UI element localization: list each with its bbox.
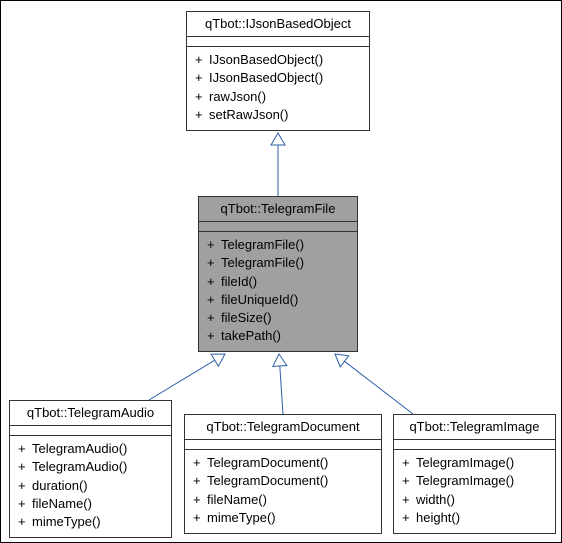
class-title: qTbot::TelegramImage — [394, 415, 555, 440]
method-signature: TelegramFile() — [221, 255, 304, 270]
method-signature: IJsonBasedObject() — [209, 70, 323, 85]
uml-diagram: qTbot::IJsonBasedObject+IJsonBasedObject… — [1, 1, 561, 542]
visibility: + — [195, 88, 209, 106]
method-row: +fileName() — [18, 495, 163, 513]
method-row: +fileSize() — [207, 309, 349, 327]
visibility: + — [18, 458, 32, 476]
visibility: + — [402, 472, 416, 490]
method-row: +TelegramImage() — [402, 472, 547, 490]
visibility: + — [193, 472, 207, 490]
visibility: + — [195, 69, 209, 87]
method-row: +TelegramDocument() — [193, 454, 373, 472]
class-attributes-empty — [185, 440, 381, 450]
method-signature: TelegramDocument() — [207, 455, 328, 470]
method-row: +takePath() — [207, 327, 349, 345]
method-signature: duration() — [32, 478, 88, 493]
method-signature: mimeType() — [32, 514, 101, 529]
method-signature: fileId() — [221, 274, 257, 289]
method-row: +TelegramDocument() — [193, 472, 373, 490]
visibility: + — [207, 327, 221, 345]
class-attributes-empty — [394, 440, 555, 450]
class-box-taudio: qTbot::TelegramAudio+TelegramAudio()+Tel… — [9, 400, 172, 538]
class-attributes-empty — [199, 222, 357, 232]
method-row: +rawJson() — [195, 88, 361, 106]
method-signature: TelegramImage() — [416, 455, 514, 470]
visibility: + — [18, 477, 32, 495]
method-row: +mimeType() — [18, 513, 163, 531]
visibility: + — [207, 291, 221, 309]
method-signature: fileUniqueId() — [221, 292, 298, 307]
method-row: +fileId() — [207, 273, 349, 291]
visibility: + — [193, 454, 207, 472]
class-title: qTbot::TelegramFile — [199, 197, 357, 222]
method-signature: TelegramDocument() — [207, 473, 328, 488]
method-row: +TelegramFile() — [207, 254, 349, 272]
class-box-timg: qTbot::TelegramImage+TelegramImage()+Tel… — [393, 414, 556, 534]
method-row: +height() — [402, 509, 547, 527]
method-row: +TelegramAudio() — [18, 458, 163, 476]
class-title: qTbot::TelegramDocument — [185, 415, 381, 440]
visibility: + — [18, 495, 32, 513]
class-methods: +TelegramImage()+TelegramImage()+width()… — [394, 450, 555, 533]
method-row: +IJsonBasedObject() — [195, 51, 361, 69]
class-methods: +IJsonBasedObject()+IJsonBasedObject()+r… — [187, 47, 369, 130]
visibility: + — [18, 513, 32, 531]
visibility: + — [207, 273, 221, 291]
method-row: +mimeType() — [193, 509, 373, 527]
visibility: + — [193, 491, 207, 509]
class-methods: +TelegramDocument()+TelegramDocument()+f… — [185, 450, 381, 533]
method-signature: TelegramImage() — [416, 473, 514, 488]
visibility: + — [207, 236, 221, 254]
class-methods: +TelegramAudio()+TelegramAudio()+duratio… — [10, 436, 171, 537]
method-signature: fileName() — [32, 496, 92, 511]
method-row: +fileUniqueId() — [207, 291, 349, 309]
method-row: +TelegramImage() — [402, 454, 547, 472]
class-title: qTbot::TelegramAudio — [10, 401, 171, 426]
class-box-tdoc: qTbot::TelegramDocument+TelegramDocument… — [184, 414, 382, 534]
method-signature: TelegramFile() — [221, 237, 304, 252]
method-signature: fileName() — [207, 492, 267, 507]
visibility: + — [402, 509, 416, 527]
method-signature: height() — [416, 510, 460, 525]
method-signature: IJsonBasedObject() — [209, 52, 323, 67]
method-signature: rawJson() — [209, 89, 266, 104]
method-signature: width() — [416, 492, 455, 507]
method-row: +IJsonBasedObject() — [195, 69, 361, 87]
visibility: + — [207, 254, 221, 272]
visibility: + — [195, 51, 209, 69]
class-methods: +TelegramFile()+TelegramFile()+fileId()+… — [199, 232, 357, 351]
class-attributes-empty — [187, 37, 369, 47]
method-signature: TelegramAudio() — [32, 459, 127, 474]
method-row: +duration() — [18, 477, 163, 495]
visibility: + — [402, 491, 416, 509]
method-row: +TelegramFile() — [207, 236, 349, 254]
visibility: + — [195, 106, 209, 124]
visibility: + — [207, 309, 221, 327]
method-signature: fileSize() — [221, 310, 272, 325]
visibility: + — [18, 440, 32, 458]
method-signature: takePath() — [221, 328, 281, 343]
method-row: +fileName() — [193, 491, 373, 509]
method-signature: mimeType() — [207, 510, 276, 525]
method-row: +setRawJson() — [195, 106, 361, 124]
class-box-tfile: qTbot::TelegramFile+TelegramFile()+Teleg… — [198, 196, 358, 352]
visibility: + — [402, 454, 416, 472]
class-title: qTbot::IJsonBasedObject — [187, 12, 369, 37]
method-row: +width() — [402, 491, 547, 509]
method-row: +TelegramAudio() — [18, 440, 163, 458]
method-signature: setRawJson() — [209, 107, 288, 122]
class-attributes-empty — [10, 426, 171, 436]
method-signature: TelegramAudio() — [32, 441, 127, 456]
visibility: + — [193, 509, 207, 527]
class-box-ijson: qTbot::IJsonBasedObject+IJsonBasedObject… — [186, 11, 370, 131]
